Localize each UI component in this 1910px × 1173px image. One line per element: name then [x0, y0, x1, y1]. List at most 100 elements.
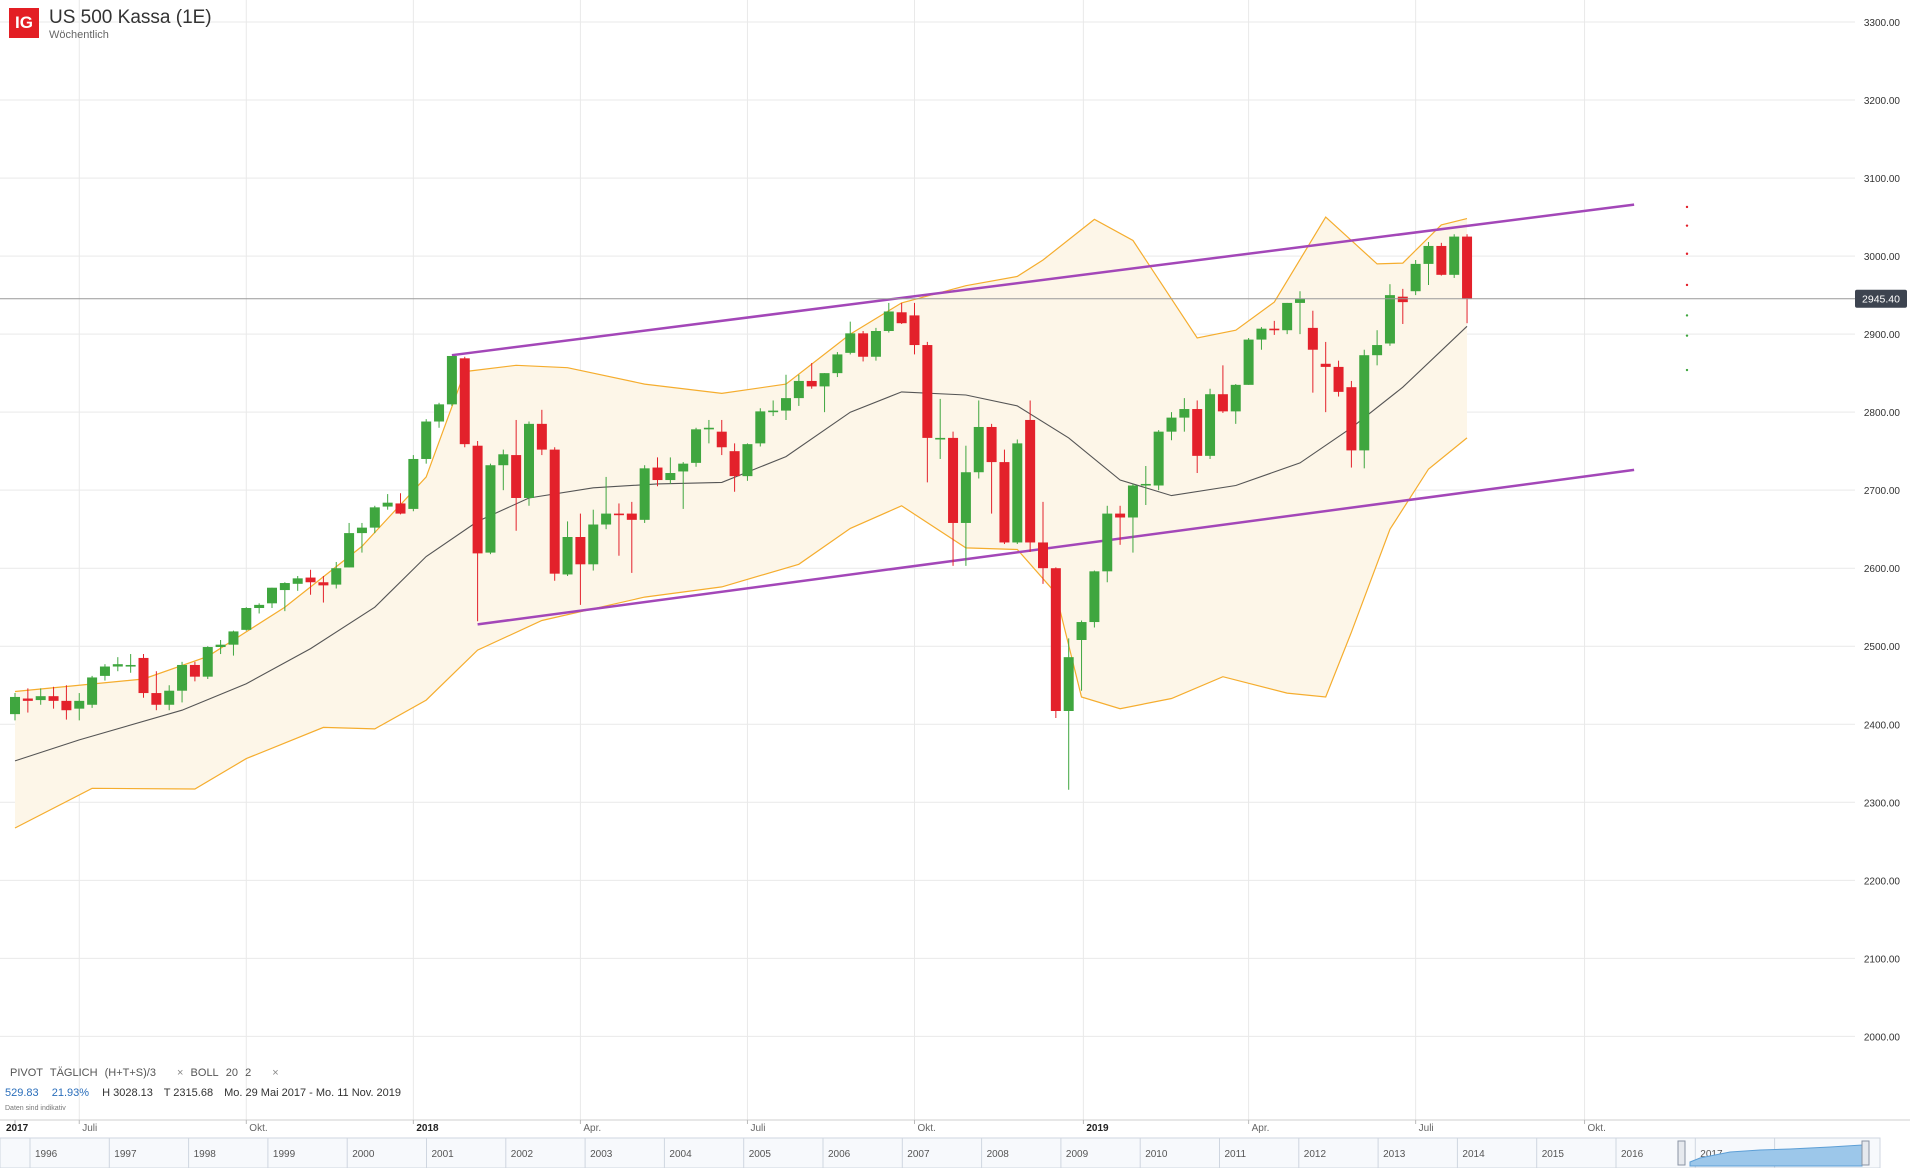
x-tick-label: Okt.	[1588, 1123, 1606, 1134]
candle-body	[652, 467, 663, 481]
candle	[1230, 384, 1241, 424]
candle	[678, 462, 689, 509]
indicator-legend: PIVOT TÄGLICH (H+T+S)/3 × BOLL 20 2 ×	[10, 1067, 283, 1079]
candle-body	[1102, 513, 1113, 572]
candle	[639, 465, 650, 523]
candle-body	[973, 426, 984, 473]
candle-body	[806, 380, 817, 387]
candle	[1397, 288, 1408, 324]
candle-body	[755, 411, 766, 444]
candle-body	[498, 454, 509, 466]
candle	[279, 582, 290, 612]
candle	[112, 657, 123, 672]
x-tick-label: 2018	[416, 1123, 439, 1134]
candle	[344, 522, 355, 568]
x-tick-label: 2017	[6, 1123, 29, 1134]
candle	[1333, 360, 1344, 397]
candle	[716, 419, 727, 456]
candle	[613, 503, 624, 556]
navigator-year-label: 2013	[1383, 1149, 1406, 1160]
candle	[382, 494, 393, 510]
x-tick-label: Juli	[1419, 1123, 1434, 1134]
candle	[896, 302, 907, 324]
pivot-dot	[1685, 368, 1689, 372]
candle	[665, 457, 676, 484]
candle	[331, 561, 342, 589]
candle-body	[896, 312, 907, 324]
candle	[305, 569, 316, 595]
candle	[626, 501, 637, 573]
candle-body	[858, 333, 869, 357]
candle	[1423, 242, 1434, 285]
trendlines	[451, 203, 1635, 626]
candle	[459, 356, 470, 448]
candle-body	[1012, 443, 1023, 543]
candle-body	[1038, 542, 1048, 569]
candle-body	[1282, 302, 1293, 331]
candle	[241, 607, 252, 631]
boll-period: 20	[225, 1067, 238, 1079]
candle	[781, 374, 791, 420]
y-tick-label: 2900.00	[1864, 330, 1901, 341]
candle-body	[1384, 295, 1395, 344]
range-percent: 21.93%	[51, 1087, 90, 1099]
candle-body	[125, 664, 136, 667]
x-axis: 2017 Juli Okt. 2018 Apr. Juli Okt. 2019 Apr. Juli…	[0, 1119, 1910, 1134]
candle-body	[10, 696, 20, 715]
candle-body	[1397, 296, 1408, 303]
candle-body	[986, 426, 997, 463]
candle-body	[948, 437, 959, 523]
candle-body	[524, 423, 534, 498]
y-tick-label: 3100.00	[1864, 174, 1901, 185]
last-price-label: 2945.40	[1862, 294, 1900, 306]
candle-body	[729, 451, 740, 477]
candle	[1243, 338, 1254, 385]
grid	[0, 0, 1855, 1120]
candle-body	[267, 587, 277, 604]
navigator-year-label: 1996	[35, 1149, 58, 1160]
candle-body	[1127, 485, 1138, 518]
candle	[177, 661, 188, 703]
navigator-handle-right[interactable]	[1861, 1140, 1870, 1166]
candle-body	[446, 355, 457, 405]
y-tick-label: 3200.00	[1864, 96, 1901, 107]
candle	[1179, 398, 1190, 432]
candle	[986, 423, 997, 514]
navigator-year-label: 2000	[352, 1149, 375, 1160]
candle	[1359, 349, 1370, 469]
navigator-year-label: 1997	[114, 1149, 137, 1160]
navigator-year-label: 2017	[1700, 1149, 1723, 1160]
candle	[742, 443, 753, 481]
candle-body	[22, 698, 33, 701]
candle	[948, 431, 959, 566]
candle	[151, 671, 162, 711]
candle	[215, 639, 226, 655]
candle	[1462, 234, 1473, 324]
navigator-year-label: 2011	[1225, 1149, 1247, 1160]
candle	[870, 327, 881, 361]
candle-body	[922, 345, 933, 438]
candle	[318, 576, 329, 603]
candle-body	[292, 578, 303, 584]
candle	[485, 463, 496, 555]
x-tick-label: Juli	[82, 1123, 97, 1134]
candle	[35, 688, 46, 705]
candle-body	[202, 647, 213, 677]
candle-body	[356, 527, 367, 534]
navigator-handle-left[interactable]	[1677, 1140, 1686, 1166]
candle-body	[241, 608, 252, 630]
candle-body	[1153, 431, 1164, 486]
candle	[1140, 465, 1151, 506]
candle-body	[562, 537, 573, 575]
last-price-badge	[1855, 289, 1907, 308]
remove-boll-icon[interactable]: ×	[272, 1067, 279, 1079]
y-tick-label: 2100.00	[1864, 954, 1901, 965]
candle-body	[716, 431, 727, 448]
navigator-year-label: 2004	[669, 1149, 692, 1160]
candle	[1102, 505, 1113, 583]
candle-body	[1372, 345, 1383, 356]
candle	[369, 505, 380, 534]
remove-pivot-icon[interactable]: ×	[177, 1067, 184, 1079]
